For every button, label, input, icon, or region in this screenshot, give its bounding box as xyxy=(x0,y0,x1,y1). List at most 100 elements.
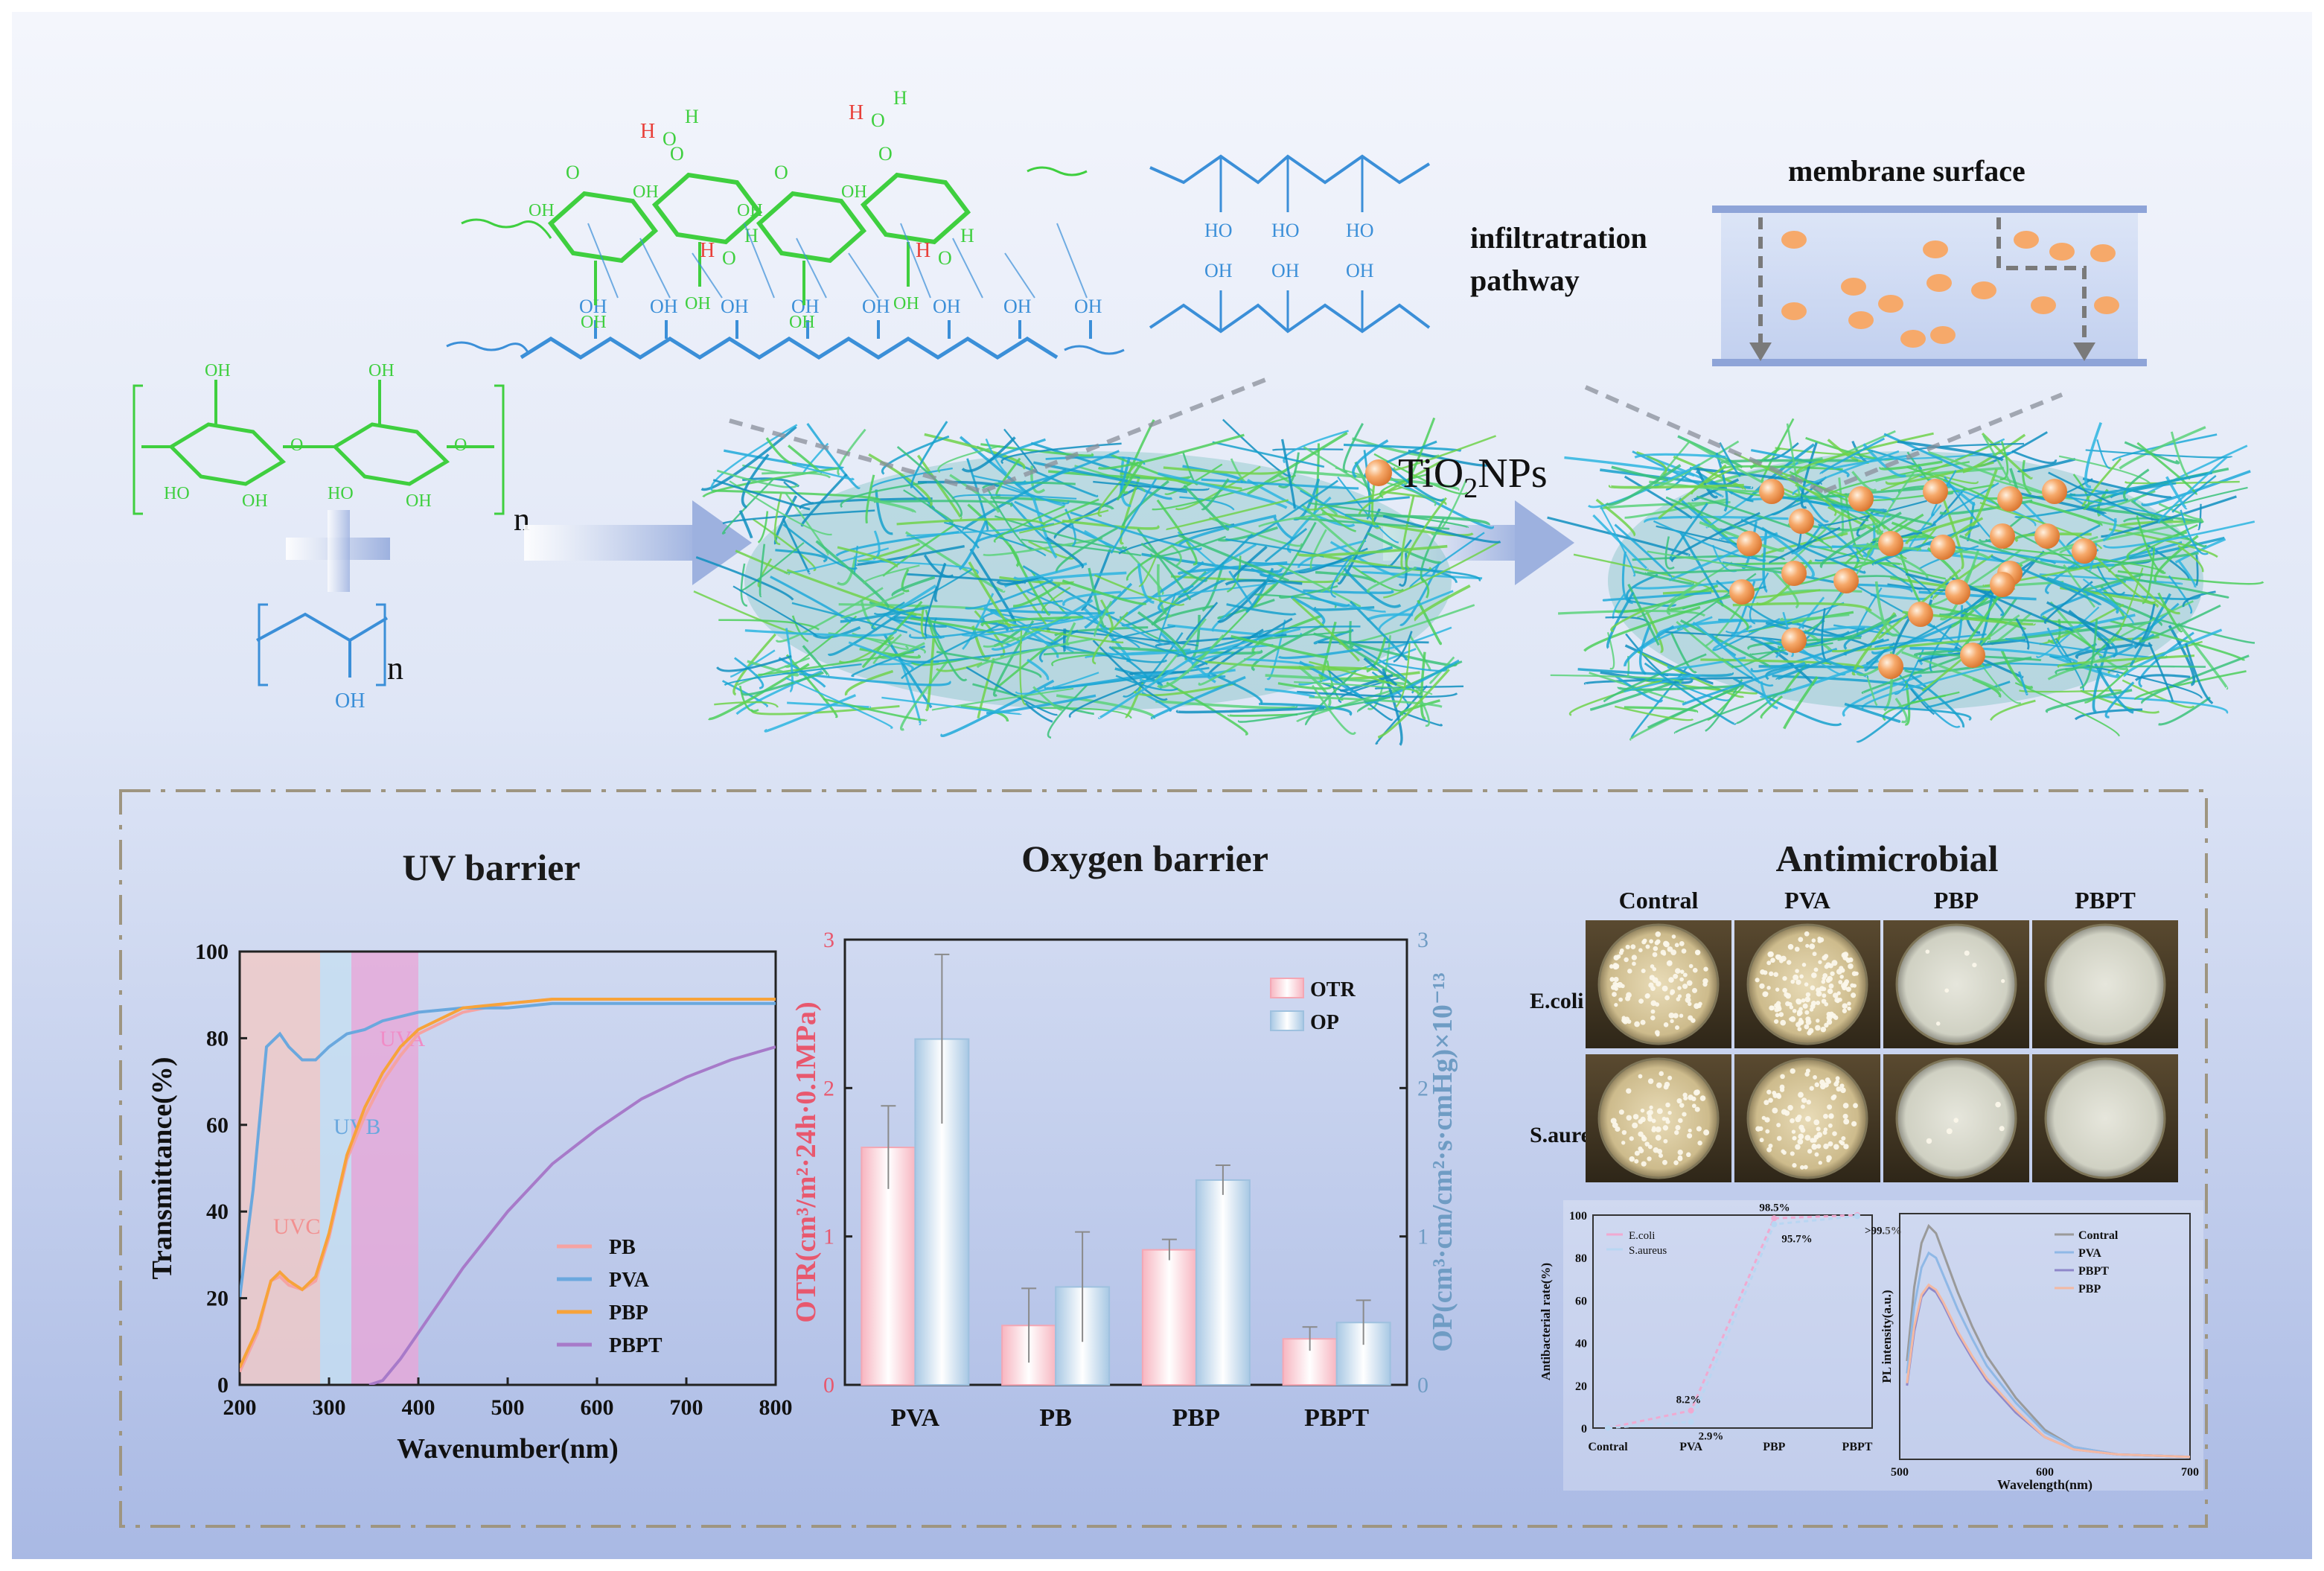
colony xyxy=(1804,1024,1810,1030)
colony xyxy=(1799,974,1804,979)
colony xyxy=(1779,1087,1785,1092)
fiber xyxy=(1940,491,1964,570)
fiber xyxy=(732,633,776,696)
y-axis-label: PL intensity(a.u.) xyxy=(1880,1290,1894,1383)
fiber xyxy=(1645,610,1664,653)
fiber xyxy=(1874,581,1898,637)
tio2-particle-icon xyxy=(1365,459,1392,486)
fiber xyxy=(1603,653,1707,703)
fiber xyxy=(961,611,1114,637)
fiber xyxy=(936,662,983,672)
colony xyxy=(1703,966,1708,972)
fiber xyxy=(2171,474,2217,513)
fiber xyxy=(1750,648,1838,673)
fiber xyxy=(2096,565,2126,596)
fiber xyxy=(1749,642,1833,656)
fiber xyxy=(840,481,928,509)
fiber xyxy=(1856,643,1909,677)
fiber xyxy=(1265,688,1315,698)
colony xyxy=(1638,1074,1643,1079)
plot-frame xyxy=(1592,1214,1873,1429)
colony xyxy=(1848,957,1854,963)
fiber xyxy=(2048,471,2162,521)
colony xyxy=(1655,1126,1661,1132)
y-tick-label: 0 xyxy=(217,1373,229,1398)
colony xyxy=(1662,1159,1667,1165)
fiber xyxy=(2045,689,2133,713)
x-category-label: PBPT xyxy=(1304,1404,1369,1432)
colony xyxy=(1679,940,1685,946)
colony xyxy=(1836,1086,1842,1092)
fiber xyxy=(900,660,948,731)
colony xyxy=(1766,960,1772,966)
fiber xyxy=(1201,478,1359,490)
fiber xyxy=(840,605,930,623)
colony xyxy=(1674,968,1681,974)
fiber xyxy=(1201,478,1230,511)
fiber xyxy=(2063,564,2095,608)
fiber xyxy=(792,463,855,481)
colony xyxy=(1759,983,1765,990)
colony xyxy=(1790,979,1795,984)
fiber xyxy=(901,568,910,593)
fiber xyxy=(1108,646,1149,679)
fiber xyxy=(961,436,1016,473)
fiber xyxy=(1676,620,1734,669)
fiber xyxy=(1918,590,2037,601)
colony xyxy=(1804,1010,1810,1015)
fiber xyxy=(2133,604,2156,649)
fiber xyxy=(1228,570,1253,606)
fiber xyxy=(2142,546,2156,605)
colony xyxy=(1819,986,1825,992)
colony xyxy=(1659,1071,1664,1077)
colony xyxy=(1835,1076,1840,1081)
o-label: O xyxy=(938,247,952,269)
fiber xyxy=(744,629,898,637)
colony xyxy=(1611,984,1617,990)
fiber xyxy=(1237,696,1391,723)
fiber xyxy=(977,657,995,718)
colony xyxy=(1816,1127,1821,1132)
fiber xyxy=(785,677,893,729)
hydrogen-bond xyxy=(1056,223,1088,299)
pva-monomer: OH n xyxy=(256,603,403,713)
colony xyxy=(1780,1074,1785,1080)
colony xyxy=(1638,948,1643,952)
oh-label: OH xyxy=(650,296,678,317)
colony xyxy=(1618,997,1624,1002)
fiber xyxy=(2134,674,2191,682)
y-tick-label: 40 xyxy=(1575,1338,1587,1351)
colony xyxy=(1851,1121,1857,1127)
fiber xyxy=(1605,464,1682,506)
fiber xyxy=(1047,683,1089,739)
colony xyxy=(1612,992,1617,997)
data-point xyxy=(1771,1221,1778,1228)
tio2-particle xyxy=(1848,311,1874,329)
fiber xyxy=(1740,518,1866,574)
legend-label: S.aureus xyxy=(1629,1245,1667,1257)
colony xyxy=(1655,1135,1661,1141)
fiber xyxy=(2092,643,2110,714)
h-label: H xyxy=(685,106,699,127)
fiber xyxy=(2133,444,2248,503)
fiber xyxy=(2180,509,2209,555)
colony xyxy=(1656,1108,1663,1115)
fiber xyxy=(2141,470,2251,507)
colony xyxy=(1828,963,1833,969)
colony xyxy=(1686,980,1693,987)
fiber xyxy=(896,517,1047,526)
fiber xyxy=(1972,646,2078,663)
fiber xyxy=(997,484,1070,505)
colony xyxy=(1816,1001,1821,1005)
plate-column-label: Contral xyxy=(1619,887,1699,914)
fiber xyxy=(2168,625,2196,686)
x-tick-label: 500 xyxy=(1891,1466,1909,1479)
fiber xyxy=(1008,544,1051,616)
y-tick-label: 80 xyxy=(206,1026,229,1051)
series-line-pbp xyxy=(240,998,776,1368)
fiber xyxy=(1150,535,1227,558)
fiber xyxy=(700,425,797,491)
fiber xyxy=(986,694,1096,715)
fiber xyxy=(2184,643,2214,704)
oh-label: OH xyxy=(789,313,815,332)
